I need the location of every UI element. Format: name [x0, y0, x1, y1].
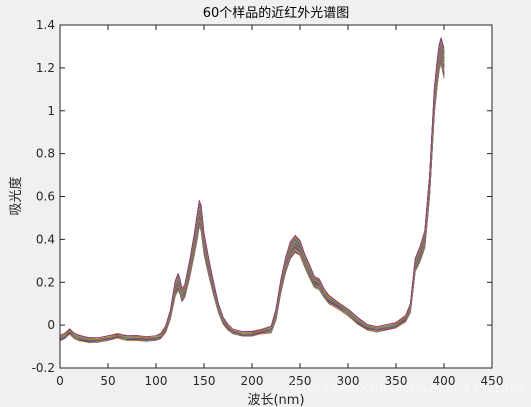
x-tick-label: 400 [433, 374, 456, 388]
x-tick-label: 0 [56, 374, 64, 388]
y-axis-label: 吸光度 [8, 176, 24, 215]
x-tick-label: 150 [193, 374, 216, 388]
y-tick-label: 0.4 [36, 232, 55, 246]
x-tick-label: 200 [241, 374, 264, 388]
x-tick-label: 350 [385, 374, 408, 388]
y-tick-label: 1.4 [36, 18, 55, 32]
y-tick-label: 1.2 [36, 61, 55, 75]
series-group [59, 37, 445, 344]
spectrum-series-line [59, 37, 445, 339]
y-tick-label: -0.2 [32, 361, 55, 375]
y-tick-label: 0.6 [36, 190, 55, 204]
y-tick-label: 1 [47, 104, 55, 118]
y-tick-label: 0 [47, 318, 55, 332]
x-axis-label: 波长(nm) [247, 393, 304, 407]
x-tick-label: 450 [481, 374, 504, 388]
x-tick-label: 50 [100, 374, 115, 388]
x-tick-label: 250 [289, 374, 312, 388]
y-axis: -0.2 0 0.2 0.4 0.6 0.8 1 1.2 1.4 [32, 18, 492, 375]
watermark: https://blog.csdn.net/weixin_43321959 [290, 381, 524, 395]
x-tick-label: 300 [337, 374, 360, 388]
y-tick-label: 0.8 [36, 147, 55, 161]
chart-title: 60个样品的近红外光谱图 [203, 5, 350, 21]
x-axis: 0 50 100 150 200 250 300 350 400 450 [56, 25, 503, 388]
y-tick-label: 0.2 [36, 275, 55, 289]
x-tick-label: 100 [145, 374, 168, 388]
